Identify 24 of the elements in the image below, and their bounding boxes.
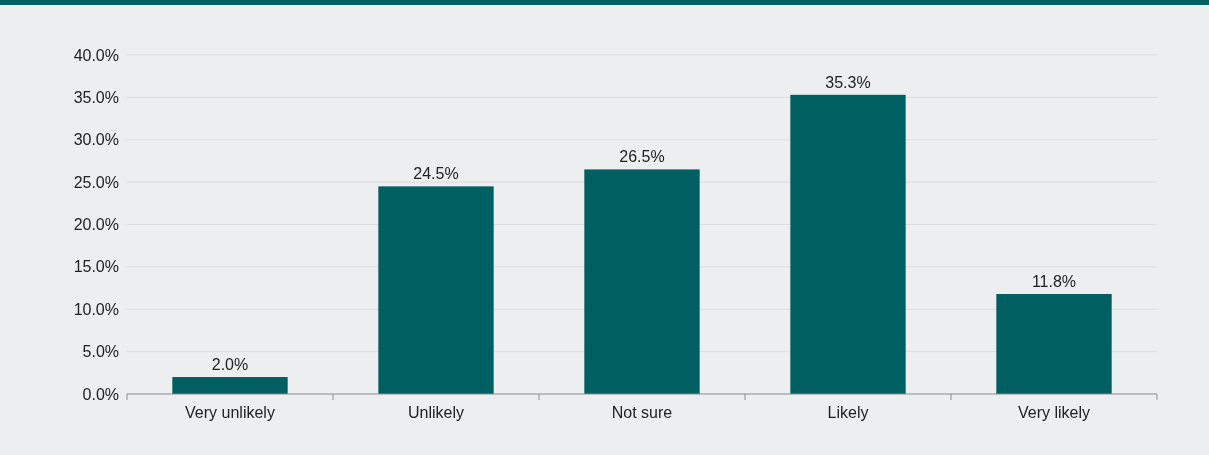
- y-tick-label: 20.0%: [73, 216, 119, 234]
- y-tick-label: 10.0%: [73, 300, 119, 318]
- y-tick-label: 35.0%: [73, 88, 119, 106]
- data-label: 24.5%: [413, 165, 459, 183]
- x-tick-label: Unlikely: [407, 404, 465, 421]
- y-tick-label: 15.0%: [73, 258, 119, 276]
- x-tick-label: Very likely: [1017, 404, 1091, 421]
- bar: [790, 94, 906, 394]
- x-tick-label: Not sure: [611, 404, 673, 421]
- bar: [378, 186, 494, 394]
- bar: [584, 169, 700, 394]
- x-tick-label: Likely: [827, 404, 869, 421]
- y-tick-label: 40.0%: [73, 46, 119, 64]
- y-tick-label: 25.0%: [73, 173, 119, 191]
- data-label: 11.8%: [1031, 272, 1077, 290]
- y-tick-label: 30.0%: [73, 131, 119, 149]
- data-label: 2.0%: [211, 356, 249, 374]
- data-label: 26.5%: [619, 148, 665, 166]
- y-tick-label: 5.0%: [82, 343, 119, 361]
- y-tick-label: 0.0%: [82, 385, 119, 403]
- bar: [172, 377, 288, 394]
- data-label: 35.3%: [825, 73, 871, 91]
- bar: [996, 294, 1112, 394]
- x-tick-label: Very unlikely: [185, 404, 275, 421]
